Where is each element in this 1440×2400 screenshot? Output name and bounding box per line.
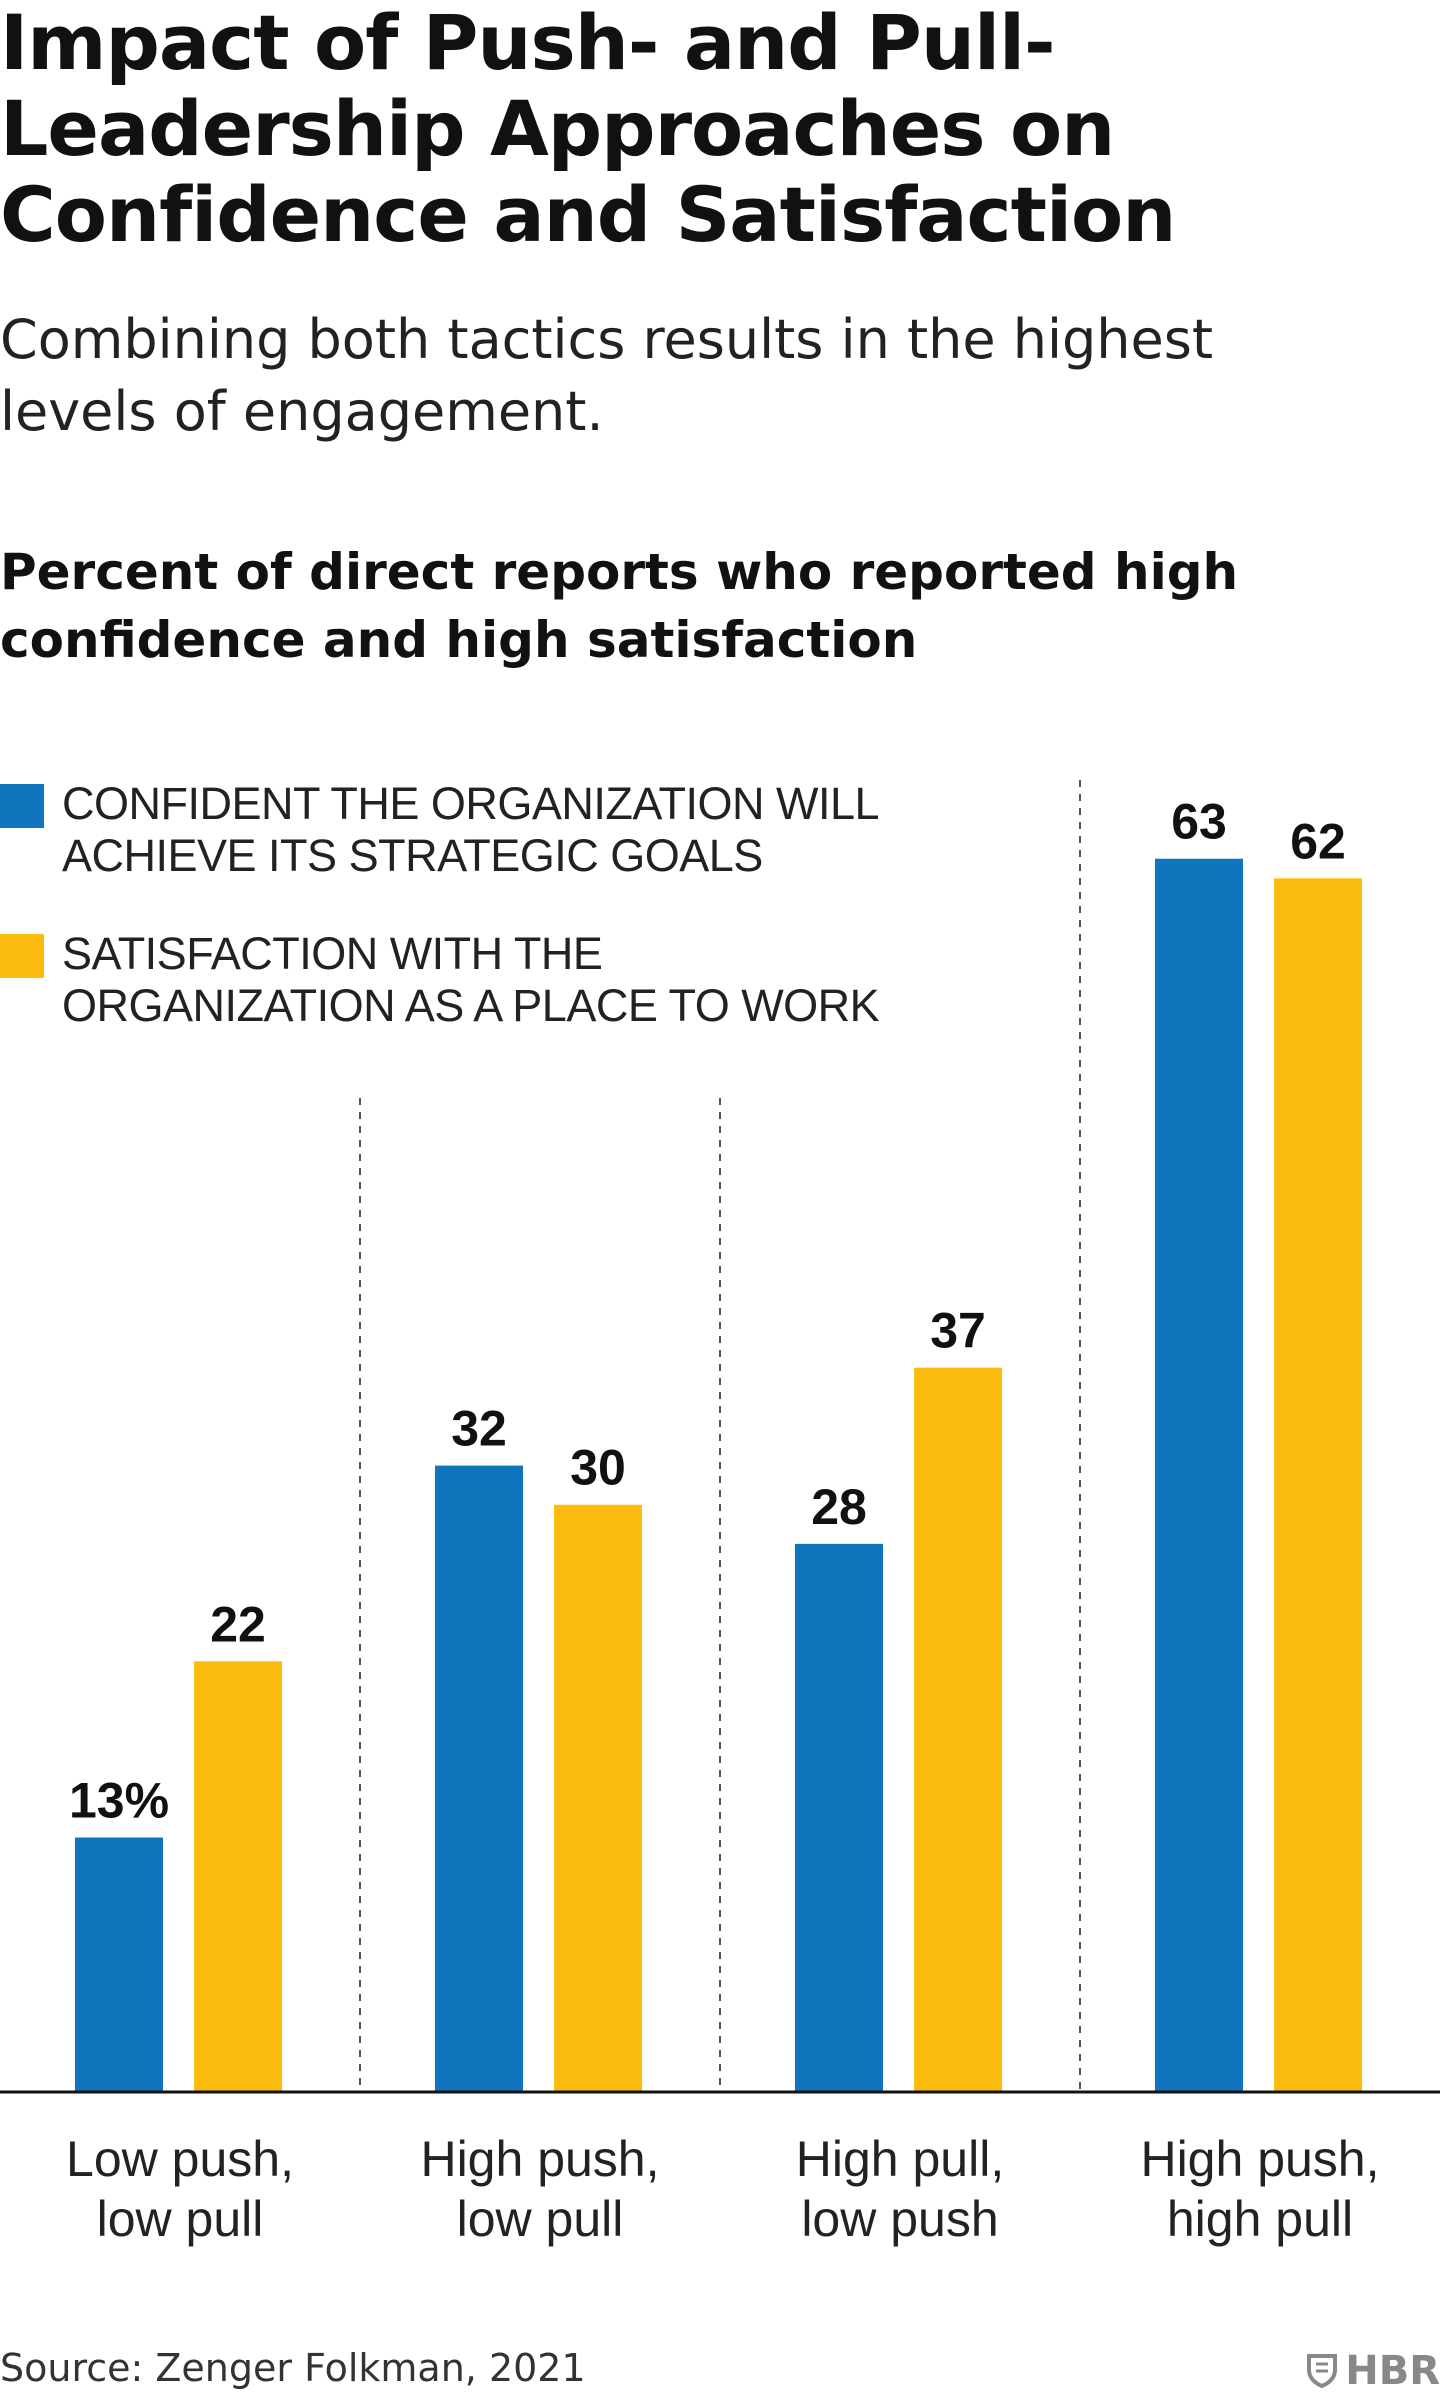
- data-label: 63: [1171, 794, 1227, 850]
- data-label: 13%: [69, 1773, 169, 1829]
- category-label: high pull: [1167, 2191, 1353, 2247]
- category-label: High pull,: [796, 2131, 1004, 2187]
- bar-satisfaction: [914, 1367, 1002, 2092]
- bar-satisfaction: [1274, 878, 1362, 2093]
- chart-title: Percent of direct reports who reported h…: [0, 543, 1239, 669]
- data-label: 30: [570, 1440, 626, 1496]
- legend-swatch-confidence: [0, 784, 44, 828]
- data-label: 28: [811, 1479, 867, 1535]
- category-label: low pull: [97, 2191, 264, 2247]
- bar-confidence: [1155, 858, 1243, 2092]
- bar-confidence: [435, 1465, 523, 2092]
- bar-satisfaction: [194, 1661, 282, 2092]
- page-title: Impact of Push- and Pull-Leadership Appr…: [0, 0, 1176, 259]
- category-label: Low push,: [66, 2131, 294, 2187]
- data-label: 37: [930, 1303, 986, 1359]
- shield-icon: [1307, 2354, 1338, 2388]
- legend-label-confidence: CONFIDENT THE ORGANIZATION WILL ACHIEVE …: [62, 778, 878, 881]
- data-label: 62: [1290, 813, 1346, 869]
- hbr-logo: HBR: [1307, 2348, 1440, 2394]
- bar-confidence: [795, 1543, 883, 2092]
- category-label: High push,: [420, 2131, 659, 2187]
- logo-text: HBR: [1345, 2348, 1440, 2394]
- category-label: low push: [801, 2191, 998, 2247]
- category-label: low pull: [457, 2191, 624, 2247]
- category-label: High push,: [1140, 2131, 1379, 2187]
- legend-label-satisfaction: SATISFACTION WITH THE ORGANIZATION AS A …: [62, 928, 880, 1031]
- data-label: 32: [451, 1401, 507, 1457]
- bar-confidence: [75, 1837, 163, 2092]
- source-note: Source: Zenger Folkman, 2021: [0, 2346, 586, 2390]
- bar-satisfaction: [554, 1504, 642, 2092]
- legend-swatch-satisfaction: [0, 934, 44, 978]
- subtitle: Combining both tactics results in the hi…: [0, 308, 1214, 443]
- data-label: 22: [210, 1596, 266, 1652]
